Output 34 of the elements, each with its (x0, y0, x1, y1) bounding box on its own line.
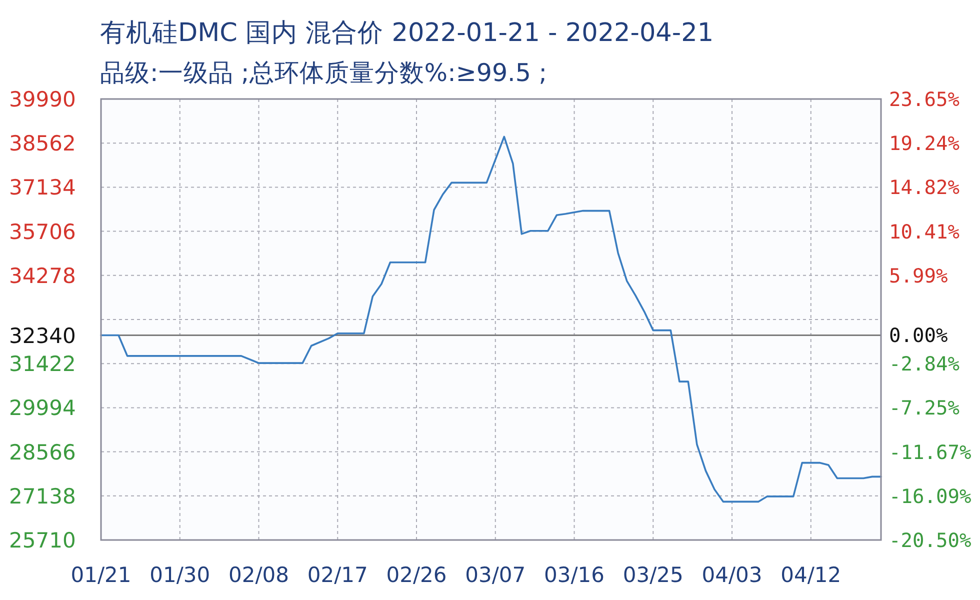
y2-tick-label: -2.84% (889, 352, 960, 376)
y2-tick-label: 10.41% (889, 220, 960, 244)
x-tick-label: 04/12 (780, 563, 842, 587)
x-tick-label: 01/21 (70, 563, 132, 587)
y-tick-label: 38562 (9, 132, 76, 156)
x-tick-label: 03/25 (622, 563, 684, 587)
y-tick-label: 35706 (9, 220, 76, 244)
x-tick-label: 02/08 (228, 563, 290, 587)
y2-tick-label: 14.82% (889, 176, 960, 200)
y2-tick-label: -11.67% (889, 440, 972, 464)
y2-tick-label: 0.00% (889, 324, 948, 348)
y2-tick-label: -16.09% (889, 484, 972, 508)
y-tick-label: 34278 (9, 264, 76, 288)
chart-title: 有机硅DMC 国内 混合价 2022-01-21 - 2022-04-21 (100, 18, 714, 48)
x-tick-label: 02/17 (307, 563, 368, 587)
y-tick-label: 27138 (9, 484, 76, 508)
y-tick-label: 31422 (9, 352, 76, 376)
x-tick-label: 04/03 (702, 563, 762, 587)
x-tick-label: 03/16 (544, 563, 605, 587)
y-tick-label: 29994 (9, 396, 76, 420)
y2-tick-label: 5.99% (889, 264, 948, 288)
y-tick-label: 32340 (9, 324, 76, 348)
y2-tick-label: 19.24% (889, 132, 960, 156)
y-tick-label: 25710 (9, 528, 76, 552)
x-tick-label: 02/26 (386, 563, 447, 587)
y-tick-label: 39990 (9, 88, 76, 112)
y-tick-label: 37134 (9, 176, 76, 200)
y2-tick-label: -20.50% (889, 529, 972, 552)
x-tick-label: 03/07 (465, 563, 526, 587)
y2-tick-label: -7.25% (889, 396, 960, 420)
x-tick-label: 01/30 (150, 563, 210, 587)
y-tick-label: 28566 (9, 440, 76, 464)
chart-subtitle: 品级:一级品 ;总环体质量分数%:≥99.5 ; (100, 58, 547, 87)
y2-tick-label: 23.65% (889, 88, 960, 111)
